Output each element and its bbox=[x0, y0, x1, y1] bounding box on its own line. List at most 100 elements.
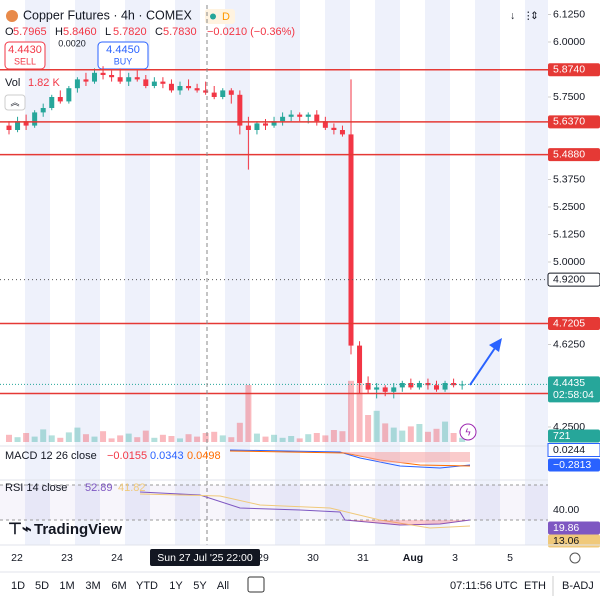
candle-body bbox=[220, 90, 226, 97]
candle-body bbox=[211, 92, 217, 97]
macd-axis-box bbox=[547, 443, 600, 457]
calendar-icon[interactable] bbox=[247, 576, 265, 593]
arrow-head bbox=[489, 338, 502, 352]
volume-bar bbox=[253, 433, 260, 442]
range-button[interactable]: 1M bbox=[59, 580, 74, 592]
arrow-line bbox=[469, 344, 498, 386]
volume-bar bbox=[279, 437, 286, 442]
candle-body bbox=[322, 121, 328, 128]
alert-glyph[interactable]: ϟ bbox=[465, 428, 471, 439]
candle-body bbox=[228, 90, 234, 95]
volume-bar bbox=[14, 437, 21, 442]
candle-body bbox=[126, 77, 132, 82]
band bbox=[275, 0, 300, 545]
spread: 0.0020 bbox=[58, 38, 86, 48]
candle-body bbox=[177, 86, 183, 91]
x-tick-label: 31 bbox=[357, 552, 369, 564]
ohlc-value: 5.7965 bbox=[13, 26, 47, 38]
x-tick-label: 30 bbox=[307, 552, 319, 564]
dotted-level-label-box bbox=[548, 273, 600, 287]
candle-body bbox=[203, 90, 209, 93]
volume-bar bbox=[40, 429, 47, 442]
range-button[interactable]: 1Y bbox=[169, 580, 183, 592]
candle-body bbox=[117, 77, 123, 82]
range-button[interactable]: 5Y bbox=[193, 580, 207, 592]
macd-title: MACD 12 26 close bbox=[5, 450, 97, 462]
x-tick-label: 23 bbox=[61, 552, 73, 564]
candle-body bbox=[23, 121, 29, 126]
candle-body bbox=[288, 114, 294, 117]
level-label: 5.4880 bbox=[553, 148, 585, 160]
volume-bar bbox=[390, 427, 397, 442]
range-button[interactable]: 5D bbox=[35, 580, 49, 592]
sell-label: SELL bbox=[14, 56, 36, 66]
x-tick-label: 24 bbox=[111, 552, 123, 564]
volume-axis-label: 721 bbox=[553, 430, 571, 442]
range-button[interactable]: 6M bbox=[111, 580, 126, 592]
symbol-icon bbox=[6, 10, 18, 22]
rsi-axis-label-box bbox=[548, 503, 600, 517]
volume-bar bbox=[125, 433, 132, 442]
candle-body bbox=[237, 94, 243, 126]
logo: ⊤⌁ bbox=[8, 521, 32, 538]
status-dot bbox=[210, 13, 216, 20]
candle-body bbox=[186, 86, 192, 89]
range-button[interactable]: 3M bbox=[85, 580, 100, 592]
candle-body bbox=[416, 383, 422, 388]
candle-body bbox=[254, 123, 260, 130]
volume-bar bbox=[288, 436, 295, 442]
last-price-box bbox=[548, 376, 600, 403]
range-button[interactable]: 1D bbox=[11, 580, 25, 592]
volume-bar bbox=[151, 437, 158, 442]
candle-body bbox=[40, 108, 46, 113]
range-button[interactable]: All bbox=[217, 580, 229, 592]
volume-bar bbox=[459, 437, 466, 442]
band bbox=[425, 0, 450, 545]
level-label-box bbox=[548, 148, 600, 162]
volume-value: 1.82 K bbox=[28, 77, 60, 89]
candle-body bbox=[442, 383, 448, 390]
icon-menu[interactable]: ⋮ bbox=[523, 10, 534, 22]
level-label: 4.7205 bbox=[553, 317, 585, 329]
rsi-band bbox=[0, 485, 548, 520]
rsi-oversold bbox=[345, 520, 470, 525]
candle-body bbox=[297, 114, 303, 117]
candle-body bbox=[6, 125, 12, 130]
volume-bar bbox=[442, 421, 449, 442]
x-tick-label: 5 bbox=[507, 552, 513, 564]
icon-compare[interactable]: ⇕ bbox=[530, 10, 539, 22]
candle-body bbox=[280, 116, 286, 122]
macd-line: 0.0343 bbox=[150, 450, 184, 462]
candle-body bbox=[49, 97, 55, 108]
icon-down[interactable]: ↓ bbox=[510, 10, 515, 22]
x-tick-label: 3 bbox=[452, 552, 458, 564]
volume-bar bbox=[23, 433, 30, 442]
alert-icon[interactable] bbox=[459, 423, 477, 441]
settings-icon[interactable] bbox=[569, 552, 581, 564]
rsi-ma: 41.82 bbox=[118, 482, 146, 494]
volume-bar bbox=[322, 435, 329, 442]
volume-bar bbox=[202, 433, 209, 442]
collapse-button[interactable] bbox=[4, 94, 26, 111]
volume-bar bbox=[339, 431, 346, 442]
volume-bar bbox=[450, 433, 457, 442]
candle-body bbox=[109, 75, 115, 78]
volume-bar bbox=[271, 434, 278, 442]
candle-body bbox=[74, 79, 80, 89]
band bbox=[175, 0, 200, 545]
session-bands bbox=[25, 0, 550, 545]
range-button[interactable]: YTD bbox=[136, 580, 158, 592]
last-price: 4.4435 bbox=[553, 377, 585, 389]
macd-signal: 0.0498 bbox=[187, 450, 221, 462]
band bbox=[75, 0, 100, 545]
ohlc-key: L bbox=[105, 26, 111, 38]
candle-body bbox=[32, 112, 38, 126]
crosshair-box bbox=[150, 549, 260, 566]
price-tick-label: 5.1250 bbox=[553, 228, 585, 240]
adjust[interactable]: B-ADJ bbox=[562, 580, 594, 592]
collapse-icon[interactable]: ︽ bbox=[10, 97, 19, 107]
session[interactable]: ETH bbox=[524, 580, 546, 592]
volume-bar bbox=[168, 436, 175, 442]
candle-body bbox=[15, 121, 21, 130]
volume-bar bbox=[236, 422, 243, 442]
